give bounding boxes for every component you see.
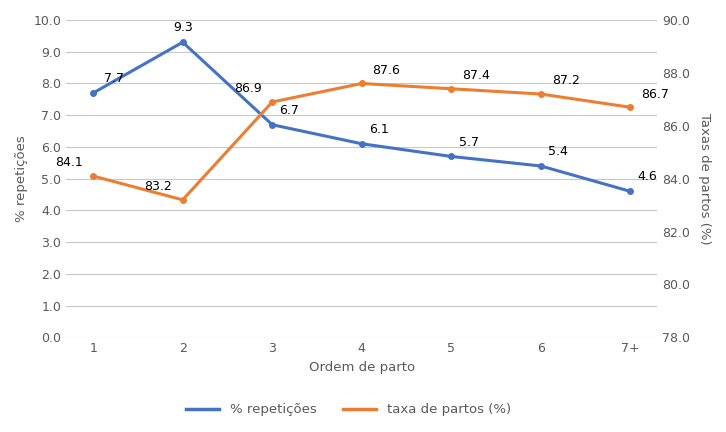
- Y-axis label: Taxas de partos (%): Taxas de partos (%): [698, 113, 711, 245]
- Text: 83.2: 83.2: [144, 180, 172, 193]
- Text: 7.7: 7.7: [104, 72, 124, 85]
- X-axis label: Ordem de parto: Ordem de parto: [309, 361, 415, 374]
- Text: 4.6: 4.6: [637, 171, 657, 184]
- Text: 86.7: 86.7: [641, 88, 669, 101]
- Text: 84.1: 84.1: [54, 156, 83, 169]
- Text: 86.9: 86.9: [234, 83, 261, 95]
- Text: 87.6: 87.6: [372, 64, 401, 77]
- Text: 6.1: 6.1: [369, 123, 388, 136]
- Text: 5.7: 5.7: [459, 136, 478, 149]
- Legend: % repetições, taxa de partos (%): % repetições, taxa de partos (%): [181, 397, 516, 421]
- Text: 87.4: 87.4: [462, 69, 490, 82]
- Text: 5.4: 5.4: [548, 145, 568, 158]
- Text: 9.3: 9.3: [173, 21, 192, 34]
- Text: 6.7: 6.7: [280, 104, 299, 117]
- Text: 87.2: 87.2: [552, 74, 579, 87]
- Y-axis label: % repetições: % repetições: [15, 135, 28, 222]
